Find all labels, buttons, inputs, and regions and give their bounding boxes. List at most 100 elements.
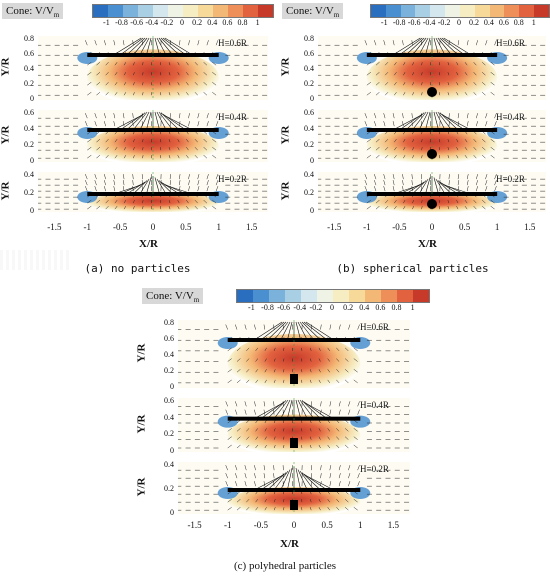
height-label: H=0.6R bbox=[360, 322, 389, 332]
colorbar-c bbox=[236, 289, 430, 303]
jet-vector bbox=[254, 475, 283, 491]
jet-vector bbox=[273, 321, 289, 341]
velocity-vector bbox=[227, 506, 232, 511]
velocity-vector bbox=[96, 154, 101, 159]
velocity-vector bbox=[254, 409, 256, 415]
colorbar-label-b: Cone: V/Vm bbox=[282, 3, 344, 19]
velocity-vector bbox=[194, 199, 198, 204]
velocity-vector bbox=[264, 347, 267, 352]
velocity-vector bbox=[364, 40, 368, 46]
velocity-vector bbox=[283, 507, 285, 511]
colorbar-swatch bbox=[381, 290, 397, 302]
velocity-vector bbox=[353, 358, 358, 362]
velocity-vector bbox=[447, 200, 450, 204]
jet-vector bbox=[399, 37, 423, 56]
velocity-vector bbox=[142, 139, 144, 143]
velocity-vector bbox=[255, 379, 259, 384]
velocity-vector bbox=[320, 401, 322, 407]
velocity-vector bbox=[122, 113, 125, 119]
velocity-vector bbox=[194, 154, 198, 159]
velocity-vector bbox=[336, 428, 340, 432]
jet-vector bbox=[156, 37, 167, 56]
y-tick-label: 0 bbox=[30, 156, 34, 165]
velocity-vector bbox=[227, 498, 232, 503]
jet-vector bbox=[158, 37, 173, 56]
velocity-vector bbox=[263, 473, 266, 479]
velocity-vector bbox=[244, 481, 247, 487]
velocity-vector bbox=[133, 147, 135, 151]
velocity-vector bbox=[235, 473, 238, 479]
y-tick-label: 0.4 bbox=[304, 124, 314, 133]
velocity-vector bbox=[194, 62, 198, 66]
velocity-vector bbox=[473, 154, 477, 159]
velocity-vector bbox=[104, 113, 106, 119]
velocity-vector bbox=[309, 499, 312, 503]
colorbar-swatch bbox=[168, 5, 183, 17]
velocity-vector bbox=[206, 186, 209, 192]
velocity-vector bbox=[412, 92, 414, 96]
velocity-vector bbox=[456, 206, 459, 210]
velocity-vector bbox=[194, 92, 198, 96]
colorbar-swatch bbox=[474, 5, 490, 17]
velocity-vector bbox=[318, 436, 321, 440]
velocity-vector bbox=[473, 62, 477, 66]
velocity-vector bbox=[197, 113, 200, 119]
velocity-vector bbox=[456, 200, 459, 204]
velocity-vector bbox=[246, 498, 250, 503]
velocity-vector bbox=[464, 155, 468, 159]
velocity-contour bbox=[227, 414, 361, 452]
velocity-vector bbox=[236, 498, 241, 503]
jet-vector bbox=[295, 399, 301, 419]
jet-vector bbox=[412, 111, 427, 131]
colorbar-tick-label: -0.6 bbox=[130, 18, 143, 27]
velocity-vector bbox=[348, 465, 351, 471]
velocity-vector bbox=[168, 200, 171, 204]
velocity-vector bbox=[403, 72, 406, 76]
velocity-vector bbox=[188, 113, 190, 119]
velocity-vector bbox=[273, 369, 276, 373]
colorbar-swatch bbox=[108, 5, 123, 17]
velocity-vector bbox=[327, 499, 330, 503]
colorbar-tick-label: -0.6 bbox=[407, 18, 421, 27]
velocity-vector bbox=[366, 205, 372, 210]
polyhedral-particle bbox=[290, 374, 298, 384]
y-tick-label: 0.2 bbox=[164, 366, 174, 375]
velocity-vector bbox=[273, 428, 276, 432]
velocity-vector bbox=[481, 146, 486, 151]
velocity-vector bbox=[490, 199, 495, 204]
velocity-vector bbox=[309, 507, 312, 511]
y-tick-label: 0.2 bbox=[304, 79, 314, 88]
velocity-vector bbox=[225, 409, 228, 415]
jet-vector bbox=[299, 470, 315, 491]
colorbar-tick-label: 0.4 bbox=[207, 18, 218, 27]
velocity-vector bbox=[212, 199, 217, 204]
velocity-vector bbox=[168, 82, 171, 86]
colorbar-swatch bbox=[519, 5, 535, 17]
velocity-vector bbox=[364, 186, 368, 192]
velocity-vector bbox=[133, 206, 135, 210]
y-axis-label: Y/R bbox=[0, 57, 12, 77]
colorbar-swatch bbox=[400, 5, 416, 17]
velocity-vector bbox=[132, 113, 134, 119]
velocity-vector bbox=[384, 199, 389, 204]
velocity-vector bbox=[114, 82, 118, 86]
y-tick-label: 0 bbox=[170, 508, 174, 517]
velocity-vector bbox=[132, 174, 134, 180]
jet-vector bbox=[273, 399, 289, 419]
colorbar-tick-label: 0 bbox=[180, 18, 184, 27]
y-tick-label: 0.2 bbox=[304, 188, 314, 197]
velocity-vector bbox=[122, 174, 125, 180]
velocity-vector bbox=[403, 205, 406, 210]
velocity-vector bbox=[186, 199, 189, 204]
velocity-vector bbox=[403, 199, 406, 204]
velocity-vector bbox=[283, 379, 285, 383]
y-tick-label: 0.6 bbox=[304, 108, 314, 117]
jet-vector bbox=[126, 112, 146, 131]
velocity-vector bbox=[310, 473, 313, 479]
velocity-vector bbox=[481, 138, 486, 143]
y-tick-label: 0 bbox=[310, 156, 314, 165]
x-tick-label: 1 bbox=[494, 222, 500, 232]
velocity-vector bbox=[421, 82, 423, 86]
velocity-vector bbox=[421, 155, 423, 159]
velocity-vector bbox=[412, 147, 414, 151]
